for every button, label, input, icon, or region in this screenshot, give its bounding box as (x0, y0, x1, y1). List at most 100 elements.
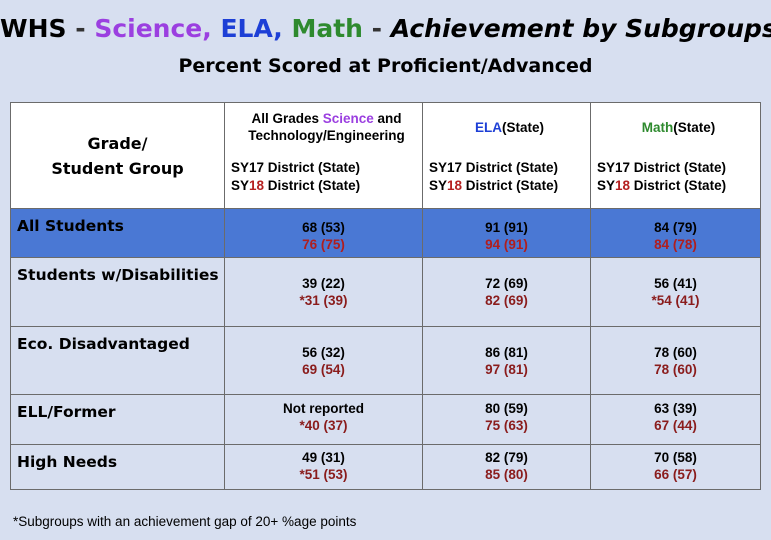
sy17-state: (State) (314, 160, 361, 175)
value-sy17: 68 (53) (302, 220, 345, 235)
title-ela: ELA, (211, 14, 283, 43)
sy18-year: 18 (447, 178, 463, 193)
header-sy-legend: SY17 District (State) SY18 District (Sta… (429, 150, 590, 195)
sy18-state: (State) (680, 178, 727, 193)
sy18-label: SY (597, 178, 616, 193)
value-sy17: 56 (32) (302, 345, 345, 360)
table-row: Students w/Disabilities 39 (22) *31 (39) … (10, 257, 761, 327)
value-cell: 63 (39) 67 (44) (590, 394, 761, 445)
sy17-label: SY17 (597, 160, 634, 175)
value-cell: 56 (32) 69 (54) (224, 326, 423, 395)
value-sy17: 56 (41) (654, 276, 697, 291)
sy18-district: District (264, 178, 315, 193)
value-sy17: 63 (39) (654, 401, 697, 416)
header-suffix: (State) (673, 120, 716, 135)
header-group-line1: Grade/ (87, 133, 148, 153)
value-sy18: *40 (37) (299, 418, 348, 433)
value-cell: 49 (31) *51 (53) (224, 444, 423, 490)
value-sy18: 69 (54) (302, 362, 345, 377)
value-sy18: 76 (75) (302, 237, 345, 252)
title-science: Science, (94, 14, 212, 43)
header-group-line2: Student Group (51, 158, 184, 178)
value-sy17: 70 (58) (654, 450, 697, 465)
title-dash: - (362, 14, 391, 43)
header-sy-legend: SY17 District (State) SY18 District (Sta… (597, 150, 760, 195)
sy17-state: (State) (680, 160, 727, 175)
value-cell: 39 (22) *31 (39) (224, 257, 423, 327)
page-subtitle: Percent Scored at Proficient/Advanced (178, 55, 593, 77)
value-sy17: 82 (79) (485, 450, 528, 465)
sy18-label: SY (429, 178, 448, 193)
header-sy-legend: SY17 District (State) SY18 District (Sta… (231, 150, 422, 195)
table-row: All Students 68 (53) 76 (75) 91 (91) 94 (9… (10, 208, 761, 258)
value-sy18: *54 (41) (651, 293, 700, 308)
value-sy17: 86 (81) (485, 345, 528, 360)
value-sy18: *31 (39) (299, 293, 348, 308)
sy18-label: SY (231, 178, 250, 193)
title-math: Math (282, 14, 363, 43)
value-cell: 80 (59) 75 (63) (422, 394, 591, 445)
header-suffix: and (373, 111, 402, 126)
value-sy18: 82 (69) (485, 293, 528, 308)
value-cell: 84 (79) 84 (78) (590, 208, 761, 258)
row-label: Students w/Disabilities (10, 257, 225, 327)
value-cell: 82 (79) 85 (80) (422, 444, 591, 490)
header-math-title: Math(State) (597, 103, 760, 150)
value-cell: 86 (81) 97 (81) (422, 326, 591, 395)
title-dash: - (66, 14, 95, 43)
value-sy17: 49 (31) (302, 450, 345, 465)
header-subject: ELA (474, 120, 502, 135)
sy18-state: (State) (314, 178, 361, 193)
sy17-label: SY17 (429, 160, 466, 175)
title-school: WHS (0, 14, 67, 43)
table-row: ELL/Former Not reported *40 (37) 80 (59) 7… (10, 394, 761, 445)
value-sy18: 84 (78) (654, 237, 697, 252)
value-sy18: *51 (53) (299, 467, 348, 482)
header-prefix: All Grades (251, 111, 323, 126)
sy17-district: District (267, 160, 315, 175)
table-header-row: Grade/ Student Group All Grades Science … (10, 102, 761, 209)
row-label: Eco. Disadvantaged (10, 326, 225, 395)
row-label: High Needs (10, 444, 225, 490)
header-ela-title: ELA(State) (429, 103, 590, 150)
value-cell: 68 (53) 76 (75) (224, 208, 423, 258)
value-sy18: 94 (91) (485, 237, 528, 252)
value-cell: 70 (58) 66 (57) (590, 444, 761, 490)
value-sy17: 78 (60) (654, 345, 697, 360)
header-math-cell: Math(State) SY17 District (State) SY18 D… (590, 102, 761, 209)
sy18-state: (State) (512, 178, 559, 193)
header-subject: Math (641, 120, 674, 135)
header-group-cell: Grade/ Student Group (10, 102, 225, 209)
sy18-district: District (630, 178, 681, 193)
value-sy18: 85 (80) (485, 467, 528, 482)
sy18-year: 18 (615, 178, 631, 193)
value-sy18: 67 (44) (654, 418, 697, 433)
header-suffix: (State) (501, 120, 544, 135)
value-sy18: 97 (81) (485, 362, 528, 377)
header-line2: Technology/Engineering (248, 128, 405, 143)
header-subject: Science (322, 111, 374, 126)
sy17-district: District (633, 160, 681, 175)
page-title: WHS - Science, ELA, Math - Achievement b… (0, 14, 771, 43)
value-sy17: Not reported (283, 401, 364, 416)
value-cell: 91 (91) 94 (91) (422, 208, 591, 258)
row-label: All Students (10, 208, 225, 258)
value-sy18: 78 (60) (654, 362, 697, 377)
header-science-title: All Grades Science and Technology/Enginee… (231, 103, 422, 150)
value-cell: 78 (60) 78 (60) (590, 326, 761, 395)
footnote: *Subgroups with an achievement gap of 20… (13, 514, 357, 529)
sy17-label: SY17 (231, 160, 268, 175)
title-rest: Achievement by Subgroups (390, 14, 771, 43)
sy18-district: District (462, 178, 513, 193)
header-ela-cell: ELA(State) SY17 District (State) SY18 Di… (422, 102, 591, 209)
value-sy17: 91 (91) (485, 220, 528, 235)
value-sy18: 66 (57) (654, 467, 697, 482)
table-row: High Needs 49 (31) *51 (53) 82 (79) 85 (80… (10, 444, 761, 490)
row-label: ELL/Former (10, 394, 225, 445)
header-science-cell: All Grades Science and Technology/Enginee… (224, 102, 423, 209)
value-sy17: 39 (22) (302, 276, 345, 291)
achievement-table: Grade/ Student Group All Grades Science … (10, 102, 761, 490)
sy17-state: (State) (512, 160, 559, 175)
sy18-year: 18 (249, 178, 265, 193)
value-cell: Not reported *40 (37) (224, 394, 423, 445)
